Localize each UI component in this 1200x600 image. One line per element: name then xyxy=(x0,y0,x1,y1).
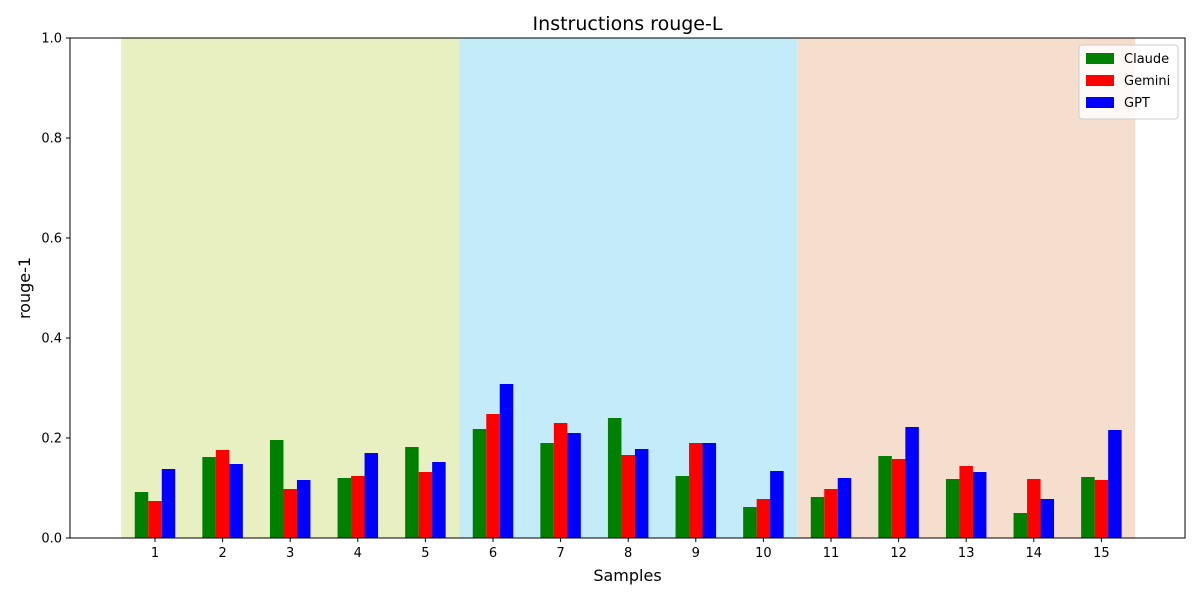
bar-gemini-sample-14 xyxy=(1027,479,1041,538)
bar-claude-sample-7 xyxy=(540,443,554,538)
x-tick-label: 9 xyxy=(692,546,700,561)
bar-claude-sample-3 xyxy=(269,440,284,538)
x-tick-label: 11 xyxy=(823,546,840,561)
x-tick-label: 12 xyxy=(890,546,907,561)
bar-claude-sample-11 xyxy=(810,497,825,538)
chart-title: Instructions rouge-L xyxy=(533,13,723,35)
x-axis-label: Samples xyxy=(593,566,661,585)
bar-gemini-sample-9 xyxy=(689,443,703,538)
y-tick-label: 0.4 xyxy=(41,332,62,347)
x-tick-label: 4 xyxy=(354,546,362,561)
x-axis: 1 2 3 4 5 6 7 8 9 10 11 12 13 14 15 xyxy=(151,538,1110,561)
bar-gpt-sample-5 xyxy=(432,462,446,538)
bar-gpt-sample-1 xyxy=(161,469,176,538)
y-tick-label: 1.0 xyxy=(41,32,62,47)
bar-claude-sample-2 xyxy=(202,457,216,538)
x-tick-label: 2 xyxy=(218,546,226,561)
bar-gemini-sample-10 xyxy=(756,499,771,538)
bar-gemini-sample-8 xyxy=(621,455,635,538)
x-tick-label: 6 xyxy=(489,546,497,561)
bar-gemini-sample-12 xyxy=(891,459,906,538)
bar-claude-sample-4 xyxy=(337,478,352,538)
bar-gpt-sample-7 xyxy=(567,433,581,538)
y-tick-label: 0.0 xyxy=(41,532,62,547)
bar-gpt-sample-12 xyxy=(905,427,919,538)
y-tick-label: 0.8 xyxy=(41,132,62,147)
legend-swatch-claude xyxy=(1086,53,1114,64)
bar-gpt-sample-15 xyxy=(1108,430,1122,538)
bar-claude-sample-8 xyxy=(607,418,622,538)
bar-gemini-sample-1 xyxy=(148,501,162,538)
bar-gemini-sample-5 xyxy=(418,472,433,538)
bar-gpt-sample-6 xyxy=(499,384,514,538)
bar-gpt-sample-4 xyxy=(364,453,379,538)
bar-gpt-sample-13 xyxy=(972,472,987,538)
legend: Claude Gemini GPT xyxy=(1078,44,1179,120)
bar-gemini-sample-3 xyxy=(283,489,297,538)
y-tick-label: 0.2 xyxy=(41,432,62,447)
plot-frame xyxy=(69,37,1186,539)
y-axis: 0.0 0.2 0.4 0.6 0.8 1.0 xyxy=(41,32,70,547)
background-band-3 xyxy=(797,38,1136,538)
bars xyxy=(134,384,1122,538)
bar-gpt-sample-11 xyxy=(837,478,852,538)
background-bands xyxy=(121,38,1136,538)
bar-gpt-sample-9 xyxy=(702,443,717,538)
x-tick-label: 15 xyxy=(1093,546,1110,561)
legend-label-gemini: Gemini xyxy=(1124,74,1170,89)
bar-claude-sample-14 xyxy=(1013,513,1028,538)
background-band-2 xyxy=(459,38,798,538)
bar-gpt-sample-14 xyxy=(1040,499,1055,538)
background-band-1 xyxy=(121,38,460,538)
bar-claude-sample-15 xyxy=(1081,477,1095,538)
x-tick-label: 10 xyxy=(755,546,772,561)
bar-claude-sample-9 xyxy=(675,476,690,538)
bar-claude-sample-10 xyxy=(743,507,757,538)
bar-claude-sample-5 xyxy=(405,447,419,538)
x-tick-label: 5 xyxy=(421,546,429,561)
bar-gpt-sample-3 xyxy=(296,480,311,538)
x-tick-label: 14 xyxy=(1026,546,1043,561)
bar-claude-sample-6 xyxy=(472,429,487,538)
bar-gemini-sample-15 xyxy=(1094,480,1109,538)
bar-claude-sample-1 xyxy=(134,492,149,538)
legend-label-claude: Claude xyxy=(1124,52,1169,67)
legend-swatch-gemini xyxy=(1086,75,1114,86)
bar-gemini-sample-6 xyxy=(486,414,500,538)
x-tick-label: 13 xyxy=(958,546,975,561)
bar-gemini-sample-13 xyxy=(959,466,973,538)
bar-claude-sample-12 xyxy=(878,456,892,538)
bar-gemini-sample-4 xyxy=(351,476,365,538)
bar-gpt-sample-8 xyxy=(634,449,649,538)
legend-label-gpt: GPT xyxy=(1124,96,1150,111)
bar-gemini-sample-2 xyxy=(215,450,230,538)
bar-gemini-sample-7 xyxy=(553,423,568,538)
bar-gpt-sample-10 xyxy=(770,471,784,538)
x-tick-label: 7 xyxy=(556,546,564,561)
x-tick-label: 1 xyxy=(151,546,159,561)
bar-claude-sample-13 xyxy=(945,479,960,538)
y-axis-label: rouge-1 xyxy=(15,257,34,319)
bar-gpt-sample-2 xyxy=(229,464,243,538)
x-tick-label: 8 xyxy=(624,546,632,561)
bar-gemini-sample-11 xyxy=(824,489,838,538)
y-tick-label: 0.6 xyxy=(41,232,62,247)
x-tick-label: 3 xyxy=(286,546,294,561)
legend-swatch-gpt xyxy=(1086,97,1114,108)
